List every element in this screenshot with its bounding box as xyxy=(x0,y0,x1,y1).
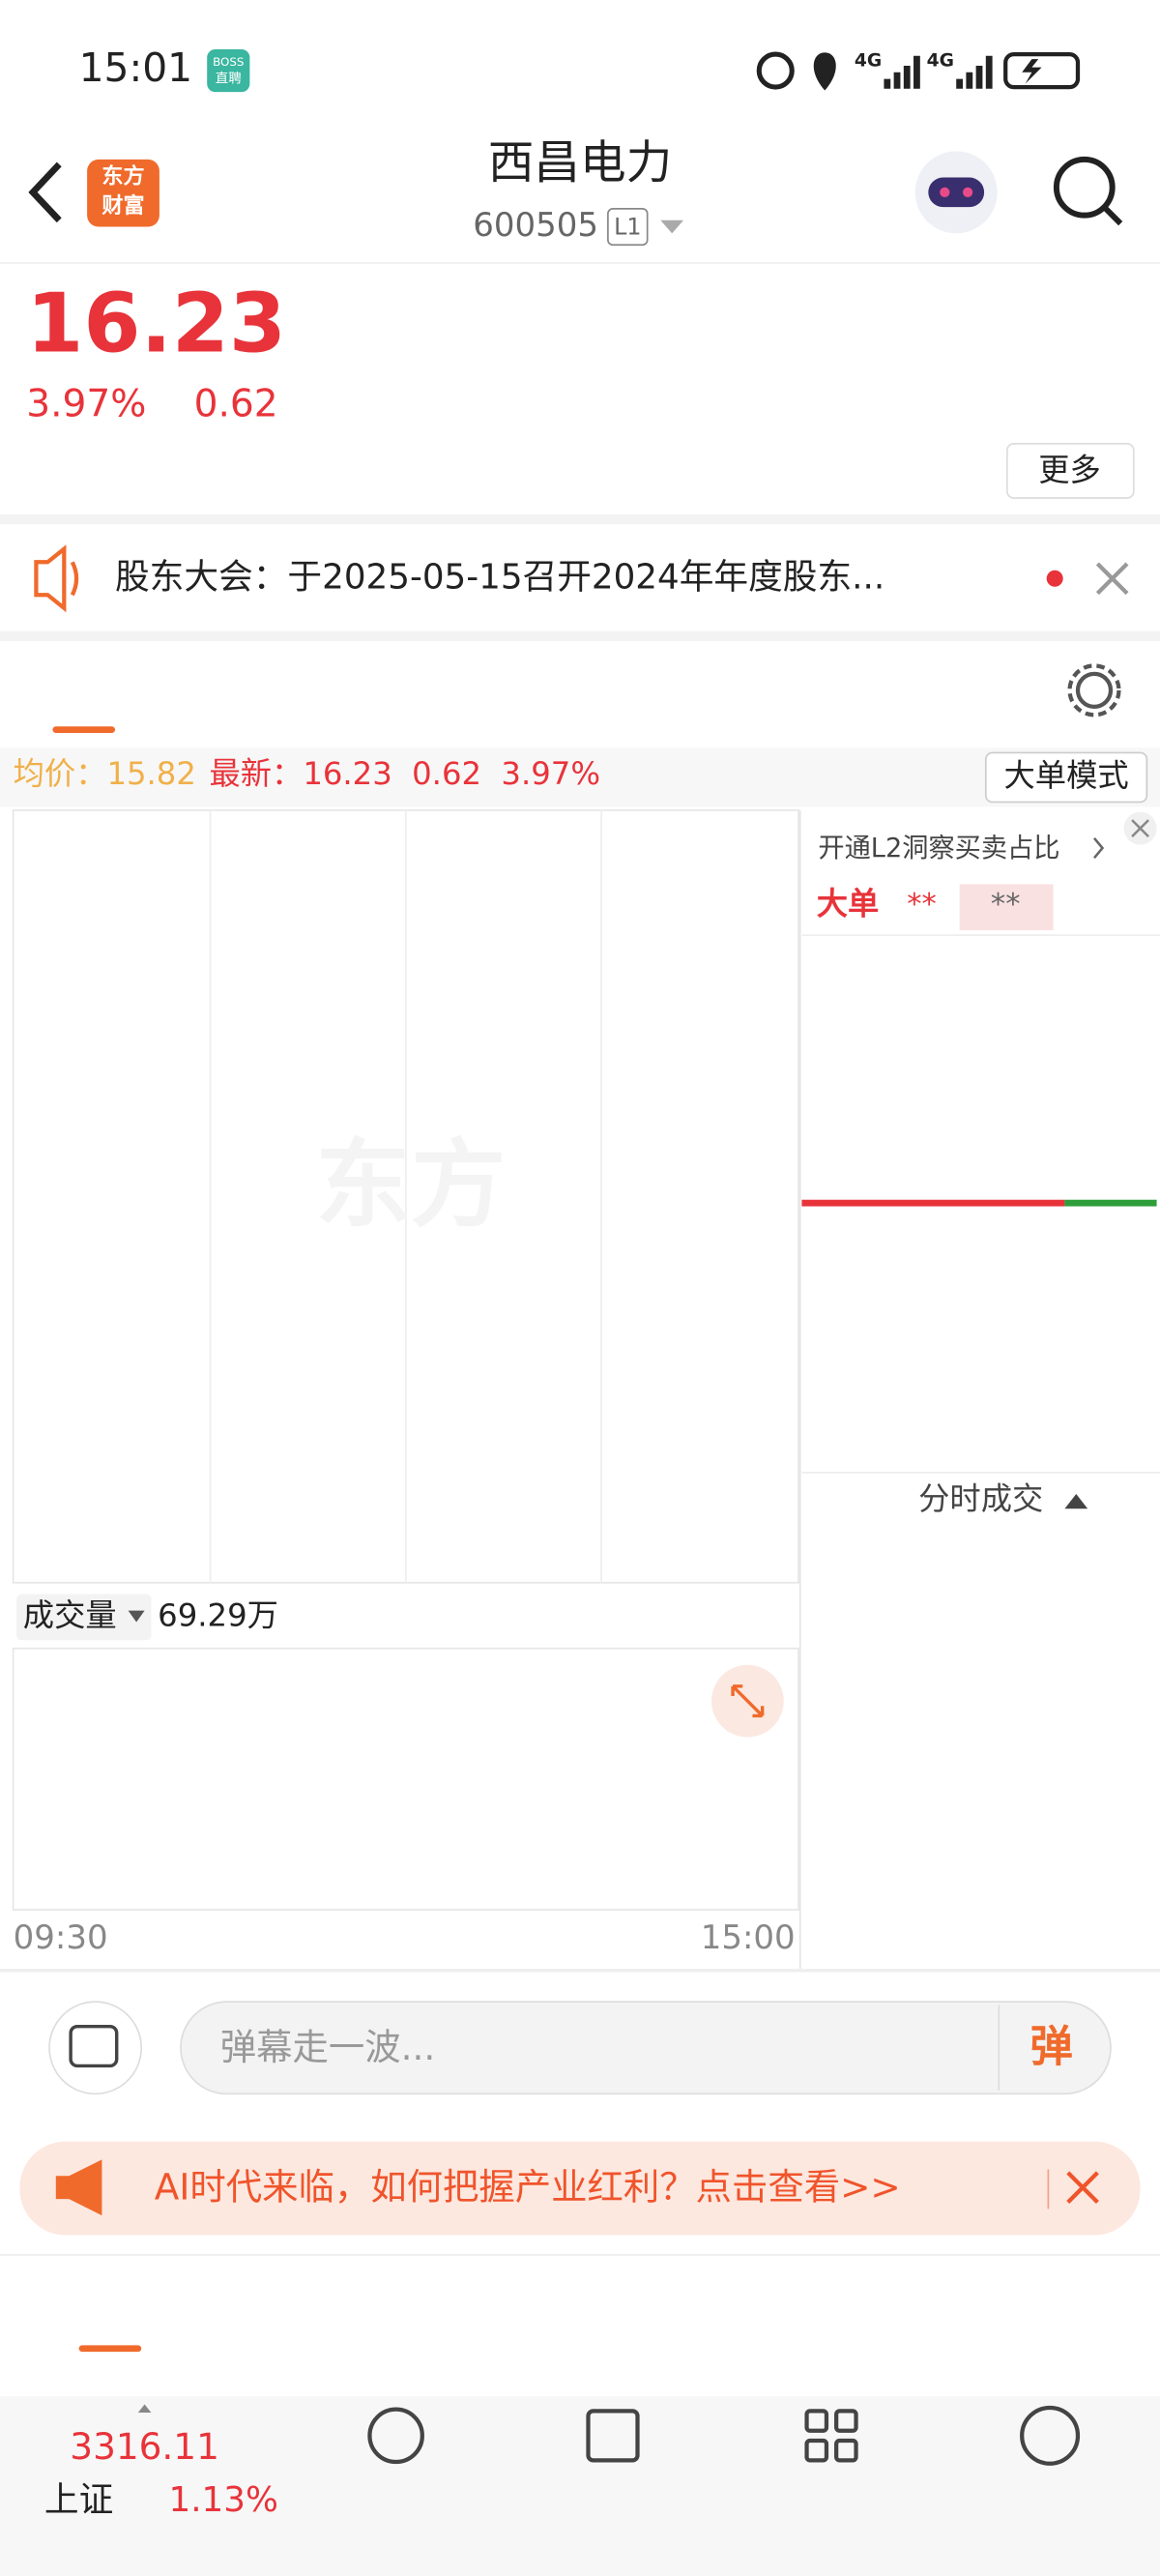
watermark: 东方 xyxy=(315,1130,506,1241)
x-start: 09:30 xyxy=(14,1918,108,1957)
promo-close-x xyxy=(1131,819,1149,838)
speaker-icon xyxy=(34,544,67,613)
nav-icon xyxy=(586,2409,640,2463)
info-text: 均价：15.82 最新：16.23 0.62 3.97% xyxy=(14,755,600,792)
logo-line1: 东方 xyxy=(102,164,144,190)
network-1: 4G xyxy=(855,50,882,71)
volume-label-box[interactable] xyxy=(16,1594,152,1641)
robot-eye xyxy=(963,187,973,197)
nav-icon xyxy=(804,2409,829,2433)
logo-line2: 财富 xyxy=(102,193,144,219)
robot-eye xyxy=(940,187,950,197)
ad-close[interactable] xyxy=(1066,2171,1099,2205)
badge-top: BOSS xyxy=(213,55,244,69)
index-change[interactable]: 1.13% xyxy=(168,2480,277,2520)
search-button[interactable] xyxy=(1053,156,1116,219)
l2-promo[interactable]: 开通L2洞察买卖占比 xyxy=(818,834,1059,864)
price: 16.23 xyxy=(26,276,286,371)
notice-close[interactable] xyxy=(1095,562,1129,596)
search-handle xyxy=(1102,205,1123,226)
change-percent: 3.97% xyxy=(26,382,146,425)
signal-1 xyxy=(884,55,920,89)
alarm-icon xyxy=(756,51,795,90)
signal-2 xyxy=(956,55,993,89)
nav-icon xyxy=(834,2409,858,2433)
stock-code: 600505 xyxy=(473,206,598,245)
ad-banner[interactable] xyxy=(19,2141,1141,2236)
status-time: 15:01 xyxy=(79,44,193,91)
volume-frame xyxy=(12,1647,799,1911)
charging-icon xyxy=(1022,59,1042,84)
nav-icon xyxy=(804,2438,829,2463)
more-button[interactable] xyxy=(1006,443,1135,499)
band xyxy=(0,630,1160,641)
danmaku-input[interactable] xyxy=(180,2001,1112,2095)
level: L1 xyxy=(614,214,641,241)
back-button[interactable] xyxy=(28,161,62,223)
notice-dot xyxy=(1046,570,1063,587)
large-value: ** xyxy=(907,888,937,922)
settings-button[interactable] xyxy=(1075,671,1114,709)
promo-arrow xyxy=(1093,836,1105,860)
speaker-wave xyxy=(70,561,79,597)
nav-icon xyxy=(834,2438,858,2463)
nav-icon xyxy=(1020,2405,1081,2466)
robot-face xyxy=(928,177,985,208)
avg-label: 均价： xyxy=(14,755,107,792)
network-2: 4G xyxy=(927,50,954,71)
level-dropdown[interactable] xyxy=(660,220,684,234)
more-label[interactable]: 更多 xyxy=(1038,452,1101,488)
notice-text[interactable]: 股东大会：于2025-05-15召开2024年年度股东... xyxy=(115,557,884,597)
danmaku-button[interactable]: 弹 xyxy=(1030,2022,1073,2071)
battery xyxy=(1003,51,1081,90)
volume-label[interactable]: 成交量 xyxy=(23,1596,117,1633)
large-label: 大单 xyxy=(817,885,880,922)
change: 0.62 xyxy=(194,382,278,425)
ad-icon xyxy=(55,2159,102,2216)
volume-total: 69.29万 xyxy=(158,1596,278,1633)
mode-button[interactable] xyxy=(984,751,1148,804)
danmaku-icon xyxy=(69,2024,119,2068)
large-value: ** xyxy=(991,888,1021,922)
nav-icon xyxy=(367,2407,424,2465)
avg-value: 15.82 xyxy=(106,755,195,792)
bottom-tab-underline xyxy=(78,2345,142,2353)
divider xyxy=(0,1969,1160,1973)
x-end: 15:00 xyxy=(701,1918,796,1957)
badge-bottom: 直聘 xyxy=(216,72,243,87)
info-change-percent: 3.97% xyxy=(501,755,600,792)
index-name[interactable]: 上证 xyxy=(44,2480,113,2520)
last-value: 16.23 xyxy=(303,755,392,792)
expand-icon xyxy=(731,1684,765,1718)
logo xyxy=(87,159,160,227)
stock-title: 西昌电力 xyxy=(488,137,672,190)
ratio-bar-sell xyxy=(801,1199,1065,1207)
trades-sort xyxy=(1064,1493,1088,1509)
band xyxy=(0,513,1160,525)
badge-bg xyxy=(207,48,250,93)
ratio-bar-buy xyxy=(1064,1199,1157,1207)
large-bar xyxy=(959,884,1054,930)
mode-label[interactable]: 大单模式 xyxy=(1004,757,1129,794)
nav-caret xyxy=(137,2404,152,2414)
volume-dropdown xyxy=(128,1610,145,1623)
location-icon xyxy=(813,52,836,91)
level-box xyxy=(607,208,649,247)
danmaku-placeholder[interactable]: 弹幕走一波... xyxy=(220,2026,436,2068)
info-change: 0.62 xyxy=(412,755,481,792)
index-value[interactable]: 3316.11 xyxy=(70,2425,219,2468)
last-label: 最新： xyxy=(209,755,303,792)
tab-underline xyxy=(52,726,116,734)
danmaku-toggle[interactable] xyxy=(48,2001,143,2095)
bottom-nav xyxy=(0,2396,1160,2576)
ad-text[interactable]: AI时代来临，如何把握产业红利？点击查看>> xyxy=(155,2165,901,2208)
info-bar xyxy=(0,747,1160,807)
trades-title[interactable]: 分时成交 xyxy=(918,1480,1043,1517)
